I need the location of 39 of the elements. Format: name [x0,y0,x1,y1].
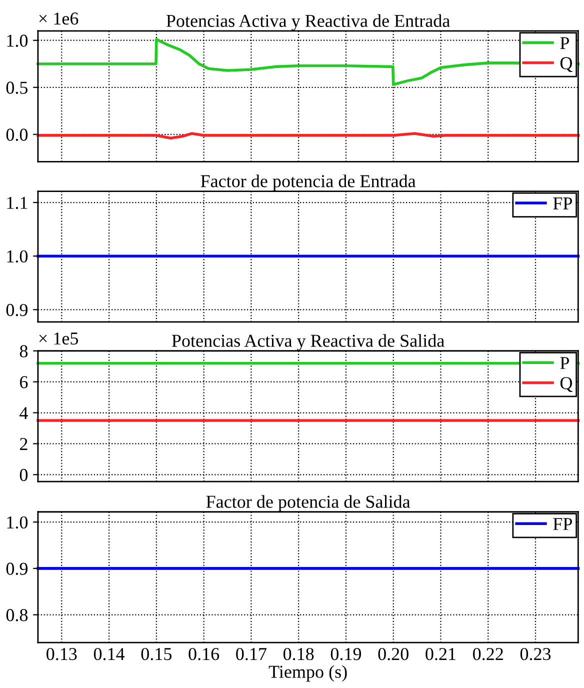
legend-label: Q [560,57,572,72]
y-tick-label: 0.8 [6,609,28,622]
y-tick-label: 0.9 [6,304,28,316]
chart-title: Potencias Activa y Reactiva de Entrada [166,14,450,31]
y-tick-label: 1.0 [7,516,28,529]
x-tick-label: 0.19 [330,648,362,660]
legend-label: FP [553,197,572,210]
y-tick-label: 8 [20,345,28,358]
x-tick-label: 0.23 [520,648,551,660]
x-axis-title: Tiempo (s) [268,665,347,682]
legend-label: FP [553,518,572,530]
line-series [36,38,580,86]
legend-label: P [560,37,570,50]
x-tick-label: 0.20 [378,648,408,660]
y-tick-label: 1.0 [7,250,28,263]
chart-title: Potencias Activa y Reactiva de Salida [172,334,444,351]
y-tick-label: 0.5 [6,82,28,94]
x-tick-label: 0.13 [46,648,77,660]
y-tick-label: 2 [20,438,28,450]
legend-label: P [560,357,570,369]
y-tick-label: 4 [20,407,28,420]
legend-label: Q [560,377,572,392]
chart-title: Factor de potencia de Salida [206,495,410,512]
y-tick-label: 6 [20,376,28,388]
chart-title: Factor de potencia de Entrada [200,174,416,191]
x-tick-label: 0.18 [283,648,314,660]
y-tick-label: 0 [20,468,28,482]
y-tick-label: 1.1 [7,196,28,210]
x-tick-label: 0.17 [236,648,266,660]
y-tick-label: 1.0 [7,34,28,47]
y-tick-label: 0.9 [6,562,28,575]
x-tick-label: 0.22 [473,648,503,660]
x-tick-label: 0.15 [141,648,172,660]
text: × 1e6 [39,12,78,25]
x-tick-label: 0.16 [188,648,220,660]
text: × 1e5 [39,332,78,345]
x-tick-label: 0.21 [426,648,456,660]
y-tick-label: 0.0 [6,128,28,141]
x-tick-label: 0.14 [94,648,125,660]
